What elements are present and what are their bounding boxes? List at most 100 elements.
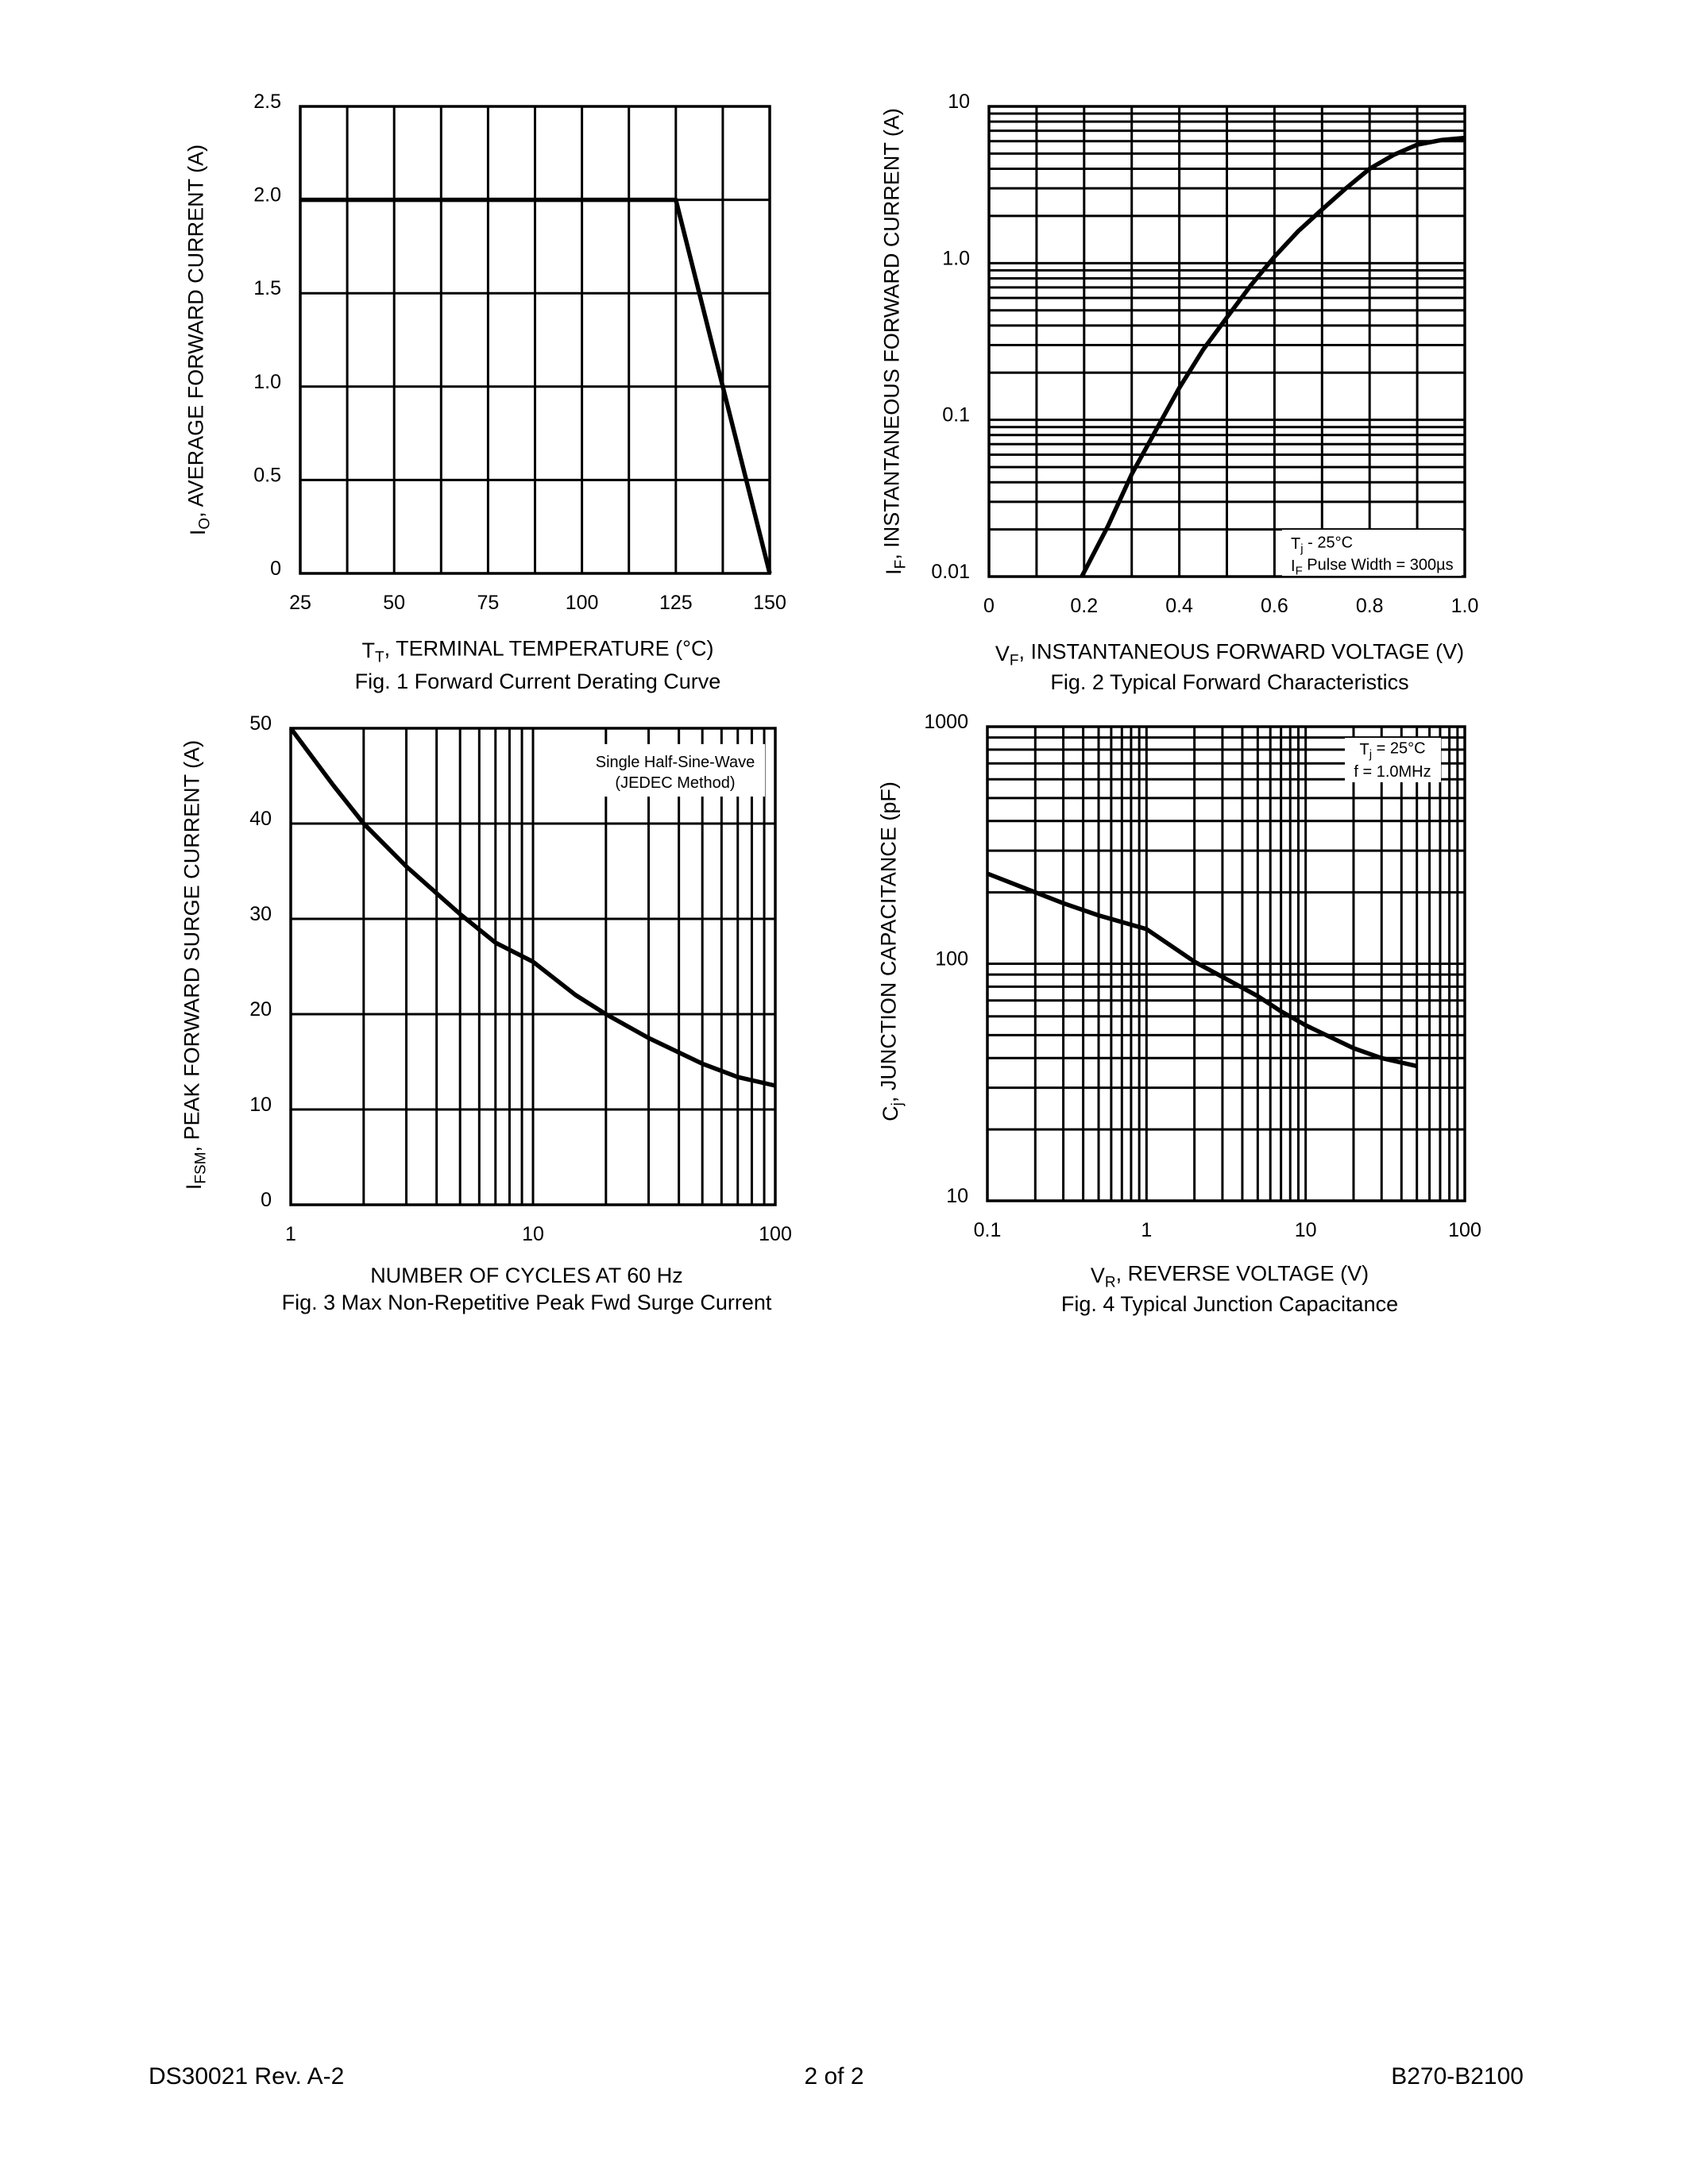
plot-frame (289, 727, 777, 1206)
y-axis-title: IO, AVERAGE FORWARD CURRENT (A) (184, 145, 214, 535)
y-axis-title-rest: , JUNCTION CAPACITANCE (pF) (877, 781, 901, 1102)
annotation-line-subscript: j (1369, 748, 1372, 762)
x-axis-title-subscript: T (375, 650, 384, 666)
annotation-line-main: f = 1.0MHz (1354, 763, 1431, 781)
y-tick-label: 0.5 (253, 464, 281, 486)
annotation-line-rest: Pulse Width = 300µs (1303, 557, 1454, 574)
x-tick-label: 10 (522, 1223, 544, 1245)
annotation-line-main: I (1291, 558, 1296, 575)
plot-frame (987, 105, 1466, 578)
y-tick-label: 1000 (924, 711, 968, 733)
y-tick-label: 100 (935, 948, 968, 970)
x-tick-label: 100 (566, 592, 599, 614)
figure-caption: Fig. 3 Max Non-Repetitive Peak Fwd Surge… (282, 1291, 772, 1314)
x-axis-title-subscript: F (1010, 653, 1019, 669)
annotation-box (586, 744, 765, 797)
y-tick-label: 10 (946, 1185, 968, 1207)
y-tick-label: 50 (249, 712, 272, 735)
annotation-line: Single Half-Sine-Wave (596, 754, 755, 771)
series-line (300, 197, 772, 574)
y-axis-title-main: C (879, 1106, 902, 1121)
x-axis-title: TT, TERMINAL TEMPERATURE (°C) (362, 637, 714, 666)
x-axis-title-main: V (1091, 1264, 1105, 1287)
x-tick-label: 75 (477, 592, 499, 614)
y-axis-title-rest: , AVERAGE FORWARD CURRENT (A) (184, 145, 208, 518)
x-tick-label: 0.6 (1261, 595, 1288, 617)
y-tick-label: 0 (270, 558, 281, 580)
y-tick-label: 30 (249, 903, 272, 925)
y-axis-title: Cj, JUNCTION CAPACITANCE (pF) (877, 781, 906, 1121)
x-tick-label: 1 (1141, 1219, 1152, 1241)
series-line (288, 727, 776, 1088)
y-tick-label: 1.0 (253, 371, 281, 393)
x-axis-title-main: NUMBER OF CYCLES AT 60 Hz (370, 1264, 683, 1287)
y-axis-title-rest: , INSTANTANEOUS FORWARD CURRENT (A) (880, 108, 904, 560)
x-axis-title-rest: , INSTANTANEOUS FORWARD VOLTAGE (V) (1019, 640, 1465, 664)
x-tick-label: 50 (383, 592, 405, 614)
x-axis-title-rest: , TERMINAL TEMPERATURE (°C) (384, 637, 714, 661)
y-tick-label: 1.0 (942, 247, 970, 269)
annotation-line: IF Pulse Width = 300µs (1291, 557, 1454, 578)
annotation-line: Tj - 25°C (1291, 534, 1353, 556)
annotation-line-main: (JEDEC Method) (615, 774, 735, 792)
y-tick-label: 10 (948, 91, 970, 113)
y-tick-label: 1.5 (253, 277, 281, 299)
annotation-line: f = 1.0MHz (1354, 763, 1431, 781)
plot-frame (299, 105, 771, 575)
x-tick-label: 0.4 (1165, 595, 1193, 617)
figure-4: Tj = 25°Cf = 1.0MHz 0.1 1 10 100 10 100 1000 VR,… (877, 711, 1481, 1316)
annotation-box (1345, 738, 1441, 782)
x-tick-label: 0.8 (1356, 595, 1384, 617)
x-tick-label: 0.2 (1070, 595, 1098, 617)
x-axis-title: NUMBER OF CYCLES AT 60 Hz (370, 1264, 683, 1287)
y-axis-title-subscript: O (197, 518, 214, 530)
x-tick-label: 10 (1295, 1219, 1317, 1241)
x-tick-label: 0.1 (974, 1219, 1002, 1241)
series-line (986, 871, 1418, 1069)
plot-frame (986, 725, 1466, 1202)
annotation-line-subscript: j (1300, 542, 1303, 556)
figure-caption: Fig. 1 Forward Current Derating Curve (355, 669, 721, 693)
y-tick-label: 20 (249, 998, 272, 1021)
footer-document-number: DS30021 Rev. A-2 (149, 2063, 345, 2089)
x-axis-title: VR, REVERSE VOLTAGE (V) (1091, 1262, 1369, 1291)
y-axis-title-main: I (182, 1184, 206, 1190)
figure-3: Single Half-Sine-Wave (JEDEC Method) 1 10 10… (180, 712, 792, 1314)
y-axis-title-main: I (186, 530, 210, 536)
y-axis-title-rest: , PEAK FORWARD SURGE CURRENT (A) (180, 740, 204, 1152)
annotation-line-rest: = 25°C (1372, 740, 1425, 758)
series-line (1080, 135, 1466, 578)
x-tick-label: 125 (659, 592, 693, 614)
y-axis-title-subscript: F (893, 560, 910, 569)
x-tick-label: 0 (983, 595, 995, 617)
x-axis-title-main: T (362, 639, 376, 662)
y-axis-title: IFSM, PEAK FORWARD SURGE CURRENT (A) (180, 740, 210, 1190)
x-tick-label: 1 (285, 1223, 296, 1245)
annotation-line: (JEDEC Method) (615, 774, 735, 792)
x-axis-title-rest: , REVERSE VOLTAGE (V) (1116, 1262, 1369, 1286)
y-tick-label: 10 (249, 1094, 272, 1116)
footer-part-number: B270-B2100 (1391, 2063, 1524, 2089)
annotation-line: Tj = 25°C (1359, 740, 1425, 762)
annotation-box (1282, 530, 1462, 576)
y-axis-title-main: I (882, 569, 906, 575)
x-axis-title-subscript: R (1105, 1275, 1116, 1291)
x-axis-title: VF, INSTANTANEOUS FORWARD VOLTAGE (V) (995, 640, 1464, 669)
y-tick-label: 2.0 (253, 184, 281, 206)
x-axis-title-main: V (995, 642, 1010, 666)
annotation-line-main: Single Half-Sine-Wave (596, 754, 755, 771)
y-tick-label: 2.5 (253, 91, 281, 113)
y-tick-label: 0.1 (942, 404, 970, 426)
y-axis-title-subscript: j (890, 1102, 906, 1106)
x-tick-label: 1.0 (1451, 595, 1479, 617)
y-axis-title-subscript: FSM (193, 1152, 210, 1183)
figure-caption: Fig. 2 Typical Forward Characteristics (1050, 670, 1408, 694)
x-tick-label: 100 (759, 1223, 792, 1245)
y-tick-label: 0 (261, 1189, 272, 1211)
x-tick-label: 100 (1448, 1219, 1481, 1241)
y-tick-label: 40 (249, 808, 272, 830)
x-tick-label: 150 (753, 592, 786, 614)
